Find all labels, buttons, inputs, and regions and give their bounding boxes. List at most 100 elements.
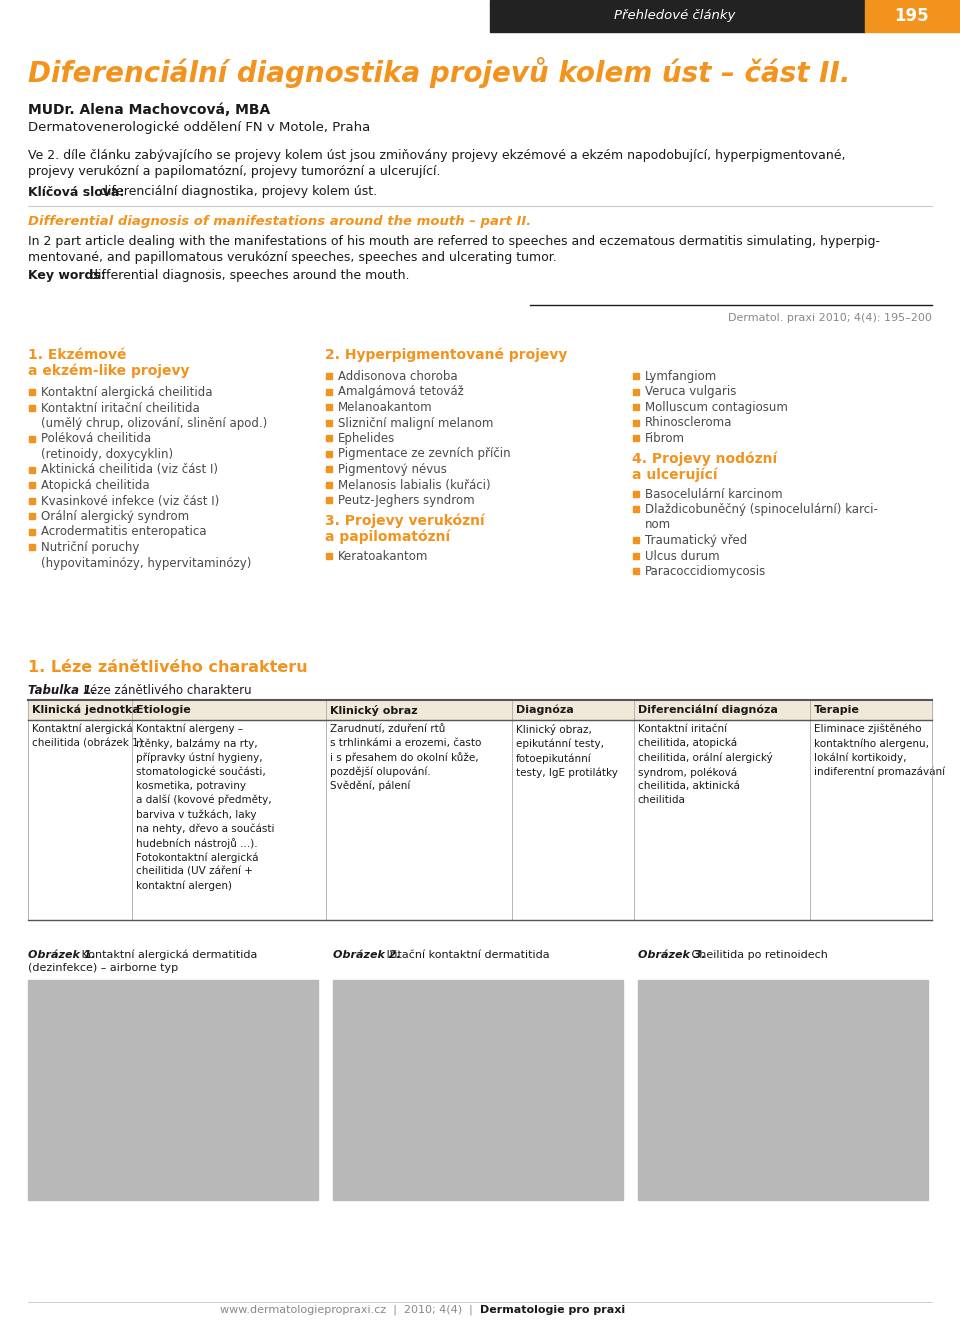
Bar	[28, 980, 318, 1201]
Bar	[326, 552, 332, 559]
Text: Dermatologie pro praxi: Dermatologie pro praxi	[480, 1305, 625, 1315]
Bar	[633, 435, 639, 442]
Text: Keratoakantom: Keratoakantom	[338, 550, 428, 563]
Text: Kontaktní alergická cheilitida: Kontaktní alergická cheilitida	[41, 386, 212, 399]
Text: 3. Projevy verukózní: 3. Projevy verukózní	[325, 514, 485, 528]
Bar	[638, 980, 928, 1201]
Bar	[326, 419, 332, 426]
Text: Kvasinkové infekce (viz část I): Kvasinkové infekce (viz část I)	[41, 495, 219, 507]
Text: a papilomatózní: a papilomatózní	[325, 530, 450, 544]
Text: Eliminace zjištěného
kontaktního alergenu,
lokální kortikoidy,
indiferentní prom: Eliminace zjištěného kontaktního alergen…	[814, 724, 945, 778]
Text: Diferenciální diagnóza: Diferenciální diagnóza	[637, 704, 778, 715]
Text: Iritační kontaktní dermatitida: Iritační kontaktní dermatitida	[383, 950, 550, 960]
Text: In 2 part article dealing with the manifestations of his mouth are referred to s: In 2 part article dealing with the manif…	[28, 236, 880, 248]
Text: Etiologie: Etiologie	[136, 704, 191, 715]
Text: (dezinfekce) – airborne typ: (dezinfekce) – airborne typ	[28, 963, 179, 972]
Bar	[29, 435, 35, 442]
Text: Klinický obraz,
epikutánní testy,
fotoepikutánní
testy, IgE protilátky: Klinický obraz, epikutánní testy, fotoep…	[516, 724, 617, 778]
Bar	[326, 435, 332, 442]
Bar	[326, 498, 332, 503]
Text: Traumatický vřed: Traumatický vřed	[645, 534, 747, 547]
Text: Klinická jednotka: Klinická jednotka	[32, 704, 140, 715]
Bar	[29, 482, 35, 488]
Bar	[326, 466, 332, 472]
Text: Melanoakantom: Melanoakantom	[338, 402, 433, 414]
Bar	[29, 498, 35, 503]
Text: Klíčová slova:: Klíčová slova:	[28, 185, 125, 199]
Text: Lymfangiom: Lymfangiom	[645, 370, 717, 383]
Bar	[633, 538, 639, 543]
Bar	[633, 419, 639, 426]
Text: differential diagnosis, speeches around the mouth.: differential diagnosis, speeches around …	[86, 269, 410, 283]
Text: Zarudnutí, zduření rtů
s trhlinkámi a erozemi, často
i s přesahem do okolní kůže: Zarudnutí, zduření rtů s trhlinkámi a er…	[330, 724, 482, 791]
Text: Cheilitida po retinoidech: Cheilitida po retinoidech	[688, 950, 828, 960]
Text: Basocelulární karcinom: Basocelulární karcinom	[645, 487, 782, 500]
Text: a ekzém-like projevy: a ekzém-like projevy	[28, 364, 189, 379]
Text: Kontaktní iritační
cheilitida, atopická
cheilitida, orální alergický
syndrom, po: Kontaktní iritační cheilitida, atopická …	[637, 724, 773, 804]
Text: Atopická cheilitida: Atopická cheilitida	[41, 479, 150, 492]
Bar	[633, 568, 639, 574]
Bar	[326, 388, 332, 395]
Text: Paracoccidiomycosis: Paracoccidiomycosis	[645, 566, 766, 578]
Text: Poléková cheilitida: Poléková cheilitida	[41, 432, 151, 446]
Bar	[633, 506, 639, 512]
Text: (retinoidy, doxycyklin): (retinoidy, doxycyklin)	[41, 448, 173, 462]
Text: Pigmentový névus: Pigmentový névus	[338, 463, 446, 476]
Text: Melanosis labialis (kuřáci): Melanosis labialis (kuřáci)	[338, 479, 491, 491]
Text: Diferenciální diagnostika projevů kolem úst – část II.: Diferenciální diagnostika projevů kolem …	[28, 56, 851, 88]
Bar	[29, 514, 35, 519]
Text: Kontaktní alergeny –
rtěnky, balzámy na rty,
přípravky ústní hygieny,
stomatolog: Kontaktní alergeny – rtěnky, balzámy na …	[136, 724, 275, 891]
Text: a ulcerující: a ulcerující	[632, 467, 717, 482]
Text: 1. Ekzémové: 1. Ekzémové	[28, 348, 127, 362]
Bar	[633, 491, 639, 496]
Text: Fibrom: Fibrom	[645, 432, 685, 446]
Text: Pigmentace ze zevních příčin: Pigmentace ze zevních příčin	[338, 447, 511, 460]
Text: Diagnóza: Diagnóza	[516, 704, 573, 715]
Text: 4. Projevy nodózní: 4. Projevy nodózní	[632, 451, 778, 466]
Bar	[633, 388, 639, 395]
Bar	[326, 482, 332, 487]
Bar	[29, 390, 35, 395]
Text: Veruca vulgaris: Veruca vulgaris	[645, 386, 736, 399]
Text: Kontaktní alergická dermatitida: Kontaktní alergická dermatitida	[78, 950, 257, 960]
Text: (hypovitaminózy, hypervitaminózy): (hypovitaminózy, hypervitaminózy)	[41, 556, 252, 570]
Text: Peutz-Jeghers syndrom: Peutz-Jeghers syndrom	[338, 494, 474, 507]
Text: Ephelides: Ephelides	[338, 432, 396, 446]
Bar	[326, 374, 332, 379]
Text: Aktinická cheilitida (viz část I): Aktinická cheilitida (viz část I)	[41, 463, 218, 476]
Text: Přehledové články: Přehledové články	[614, 9, 735, 23]
Text: Obrázek 1.: Obrázek 1.	[28, 950, 96, 960]
Bar	[633, 552, 639, 559]
Text: Dermatovenerologické oddělení FN v Motole, Praha: Dermatovenerologické oddělení FN v Motol…	[28, 121, 371, 135]
Text: Dlaždicobuněčný (spinocelulární) karci-: Dlaždicobuněčný (spinocelulární) karci-	[645, 503, 877, 516]
Text: (umělý chrup, olizování, slinění apod.): (umělý chrup, olizování, slinění apod.)	[41, 418, 267, 430]
Text: Ve 2. díle článku zabývajícího se projevy kolem úst jsou zmiňovány projevy ekzém: Ve 2. díle článku zabývajícího se projev…	[28, 148, 846, 161]
Bar	[29, 544, 35, 550]
Text: www.dermatologiepropraxi.cz  |  2010; 4(4)  |: www.dermatologiepropraxi.cz | 2010; 4(4)…	[220, 1305, 480, 1315]
Text: MUDr. Alena Machovcová, MBA: MUDr. Alena Machovcová, MBA	[28, 103, 271, 117]
Bar	[326, 404, 332, 410]
Text: Obrázek 2.: Obrázek 2.	[333, 950, 400, 960]
Bar	[633, 374, 639, 379]
Text: projevy verukózní a papilomatózní, projevy tumorózní a ulcerující.: projevy verukózní a papilomatózní, proje…	[28, 164, 441, 177]
Text: Kontaktní alergická
cheilitida (obrázek 1): Kontaktní alergická cheilitida (obrázek …	[32, 724, 143, 748]
Text: Acrodermatitis enteropatica: Acrodermatitis enteropatica	[41, 526, 206, 539]
Text: Klinický obraz: Klinický obraz	[330, 704, 418, 715]
Text: Orální alergický syndrom: Orální alergický syndrom	[41, 510, 189, 523]
Text: mentované, and papillomatous verukózní speeches, speeches and ulcerating tumor.: mentované, and papillomatous verukózní s…	[28, 251, 557, 264]
Bar	[326, 451, 332, 456]
Bar	[490, 0, 865, 32]
Bar	[333, 980, 623, 1201]
Bar	[29, 467, 35, 472]
Text: 1. Léze zánětlivého charakteru: 1. Léze zánětlivého charakteru	[28, 660, 307, 675]
Bar	[29, 404, 35, 411]
Text: Differential diagnosis of manifestations around the mouth – part II.: Differential diagnosis of manifestations…	[28, 216, 531, 228]
Text: 2. Hyperpigmentované projevy: 2. Hyperpigmentované projevy	[325, 348, 567, 363]
Text: Molluscum contagiosum: Molluscum contagiosum	[645, 402, 788, 414]
Text: Addisonova choroba: Addisonova choroba	[338, 370, 458, 383]
Bar	[28, 700, 932, 720]
Text: 195: 195	[895, 7, 929, 25]
Bar	[633, 404, 639, 410]
Bar	[865, 0, 960, 32]
Text: Rhinoscleroma: Rhinoscleroma	[645, 416, 732, 430]
